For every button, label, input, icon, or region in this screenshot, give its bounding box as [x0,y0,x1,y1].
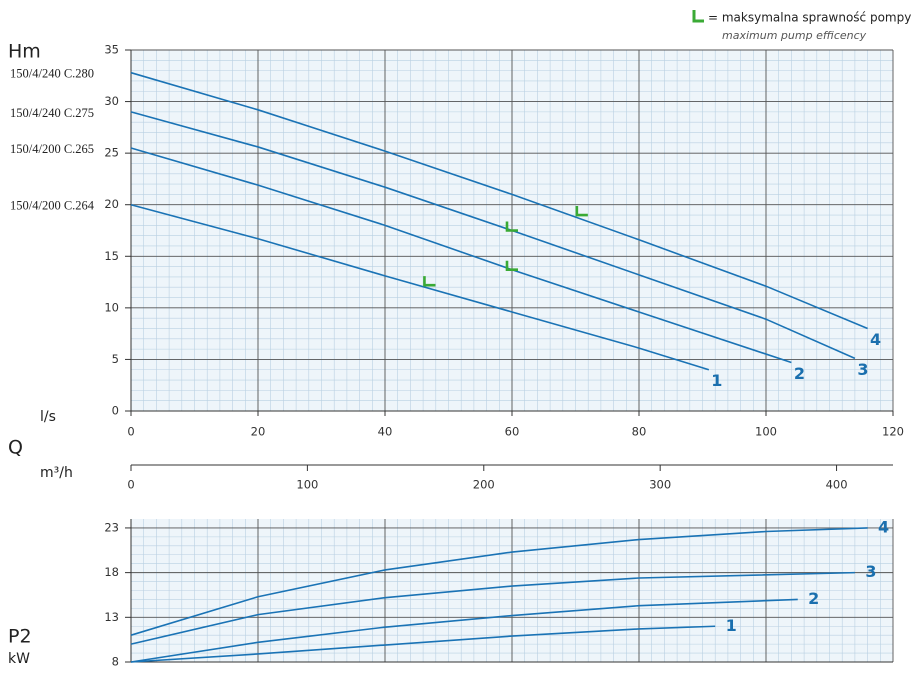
model-label: 150/4/240 C.280 [10,67,94,81]
curve [130,571,855,645]
curve-label: 3 [857,360,868,379]
x-axis-label: l/s [40,409,56,425]
curve [130,71,868,330]
legend-note: maximum pump efficency [722,29,867,42]
curve [130,598,798,663]
efficiency-marker [423,276,436,287]
y-tick-label: 8 [112,655,119,669]
curve-label: 2 [794,364,805,383]
legend-symbol [692,10,704,23]
x-tick-label: 120 [882,425,904,439]
q-tick-label: 0 [127,478,134,492]
q-label: Q [8,437,23,459]
curve [130,527,868,636]
y-tick-label: 13 [104,610,119,624]
curve-label: 3 [865,562,876,581]
curve-label: 2 [808,589,819,608]
y-tick-label: 20 [104,197,119,211]
curve [130,625,716,663]
efficiency-marker [505,221,518,232]
q-tick-label: 100 [296,478,318,492]
y-tick-label: 35 [104,43,119,57]
efficiency-marker [505,260,518,271]
x-tick-label: 80 [632,425,647,439]
curve [130,203,710,371]
y-tick-label: 23 [104,520,119,534]
y-tick-label: 5 [112,352,119,366]
y-tick-label: 0 [112,404,119,418]
curve-label: 4 [878,517,889,536]
x-tick-label: 20 [251,425,266,439]
curve-label: 4 [870,330,881,349]
model-label: 150/4/200 C.264 [10,199,95,213]
curve-label: 1 [711,371,722,390]
x-tick-label: 0 [127,425,134,439]
y-tick-label: 30 [104,94,119,108]
q-tick-label: 200 [473,478,495,492]
curve [130,147,792,364]
y-tick-label: 10 [104,300,119,314]
curve-label: 1 [726,616,737,635]
y-tick-label: 25 [104,146,119,160]
y-axis-label: Hm [8,41,41,63]
x-tick-label: 100 [755,425,777,439]
y-tick-label: 18 [104,565,119,579]
model-label: 150/4/240 C.275 [10,106,94,120]
model-label: 150/4/200 C.265 [10,142,94,156]
x-tick-label: 60 [505,425,520,439]
y-tick-label: 15 [104,249,119,263]
p2-unit: kW [8,651,30,667]
efficiency-marker [575,206,588,217]
legend-label: = maksymalna sprawność pompy [708,11,911,25]
q-tick-label: 300 [649,478,671,492]
q-tick-label: 400 [826,478,848,492]
p2-label: P2 [8,626,32,648]
q-unit: m³/h [40,465,73,481]
x-tick-label: 40 [378,425,393,439]
